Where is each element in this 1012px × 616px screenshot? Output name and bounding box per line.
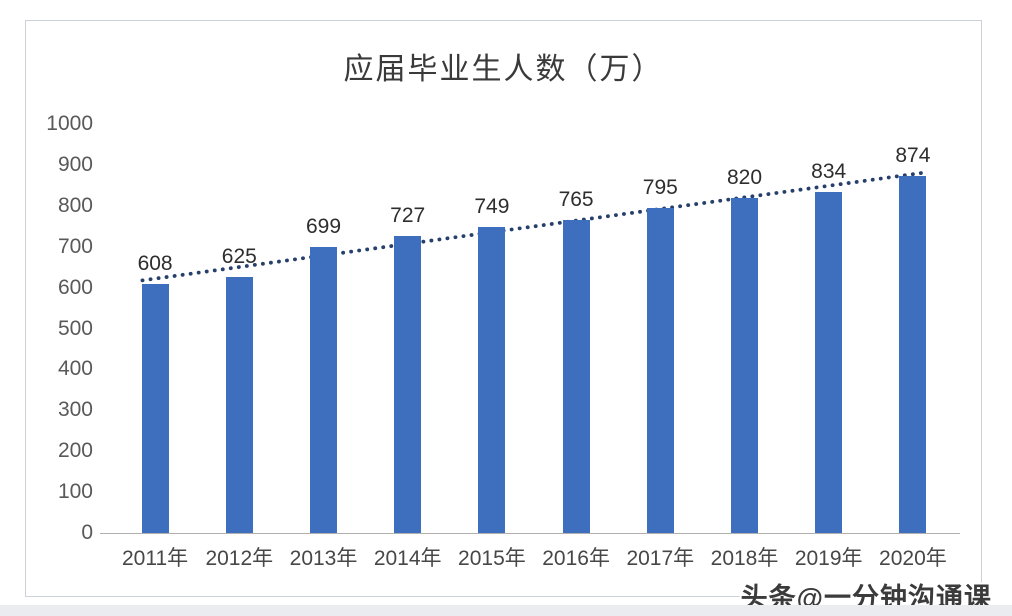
y-tick-label: 200 [57, 439, 93, 463]
bar [562, 220, 590, 533]
x-tick-label: 2015年 [458, 547, 526, 570]
bar [310, 247, 337, 533]
data-label: 749 [474, 194, 510, 218]
y-tick-label: 400 [57, 357, 93, 381]
x-tick-label: 2012年 [205, 547, 274, 570]
bar [394, 235, 422, 533]
data-label: 874 [895, 143, 931, 167]
x-tick-label: 2020年 [879, 547, 947, 570]
x-tick-label: 2016年 [542, 547, 610, 570]
data-label: 765 [558, 188, 594, 212]
chart-title: 应届毕业生人数（万） [343, 53, 664, 86]
data-label: 699 [305, 215, 342, 239]
bar [815, 191, 843, 533]
x-axis-line [100, 533, 960, 534]
bottom-strip [0, 605, 1012, 616]
data-label: 625 [221, 245, 257, 269]
x-tick-label: 2018年 [710, 547, 779, 570]
y-tick-label: 500 [57, 316, 93, 340]
data-label: 820 [726, 165, 763, 189]
bar [646, 207, 674, 533]
y-tick-label: 900 [57, 152, 93, 176]
x-tick-label: 2019年 [794, 547, 863, 570]
y-tick-label: 300 [57, 398, 93, 422]
x-tick-label: 2014年 [373, 547, 442, 570]
x-tick-label: 2013年 [289, 547, 358, 570]
data-label: 834 [811, 159, 847, 183]
data-label: 608 [137, 252, 173, 276]
x-tick-label: 2011年 [122, 547, 189, 570]
data-label: 727 [390, 203, 426, 227]
y-tick-label: 600 [57, 275, 93, 299]
y-tick-label: 1000 [46, 112, 93, 135]
y-tick-label: 100 [57, 480, 93, 504]
y-tick-label: 800 [57, 193, 93, 217]
data-label: 795 [642, 175, 678, 199]
bar [225, 277, 253, 533]
x-tick-label: 2017年 [626, 547, 695, 570]
y-tick-label: 700 [57, 234, 93, 258]
bar [899, 175, 927, 533]
y-tick-label: 0 [81, 521, 93, 544]
bar [478, 226, 506, 533]
bar [141, 284, 169, 533]
bar [731, 197, 758, 533]
